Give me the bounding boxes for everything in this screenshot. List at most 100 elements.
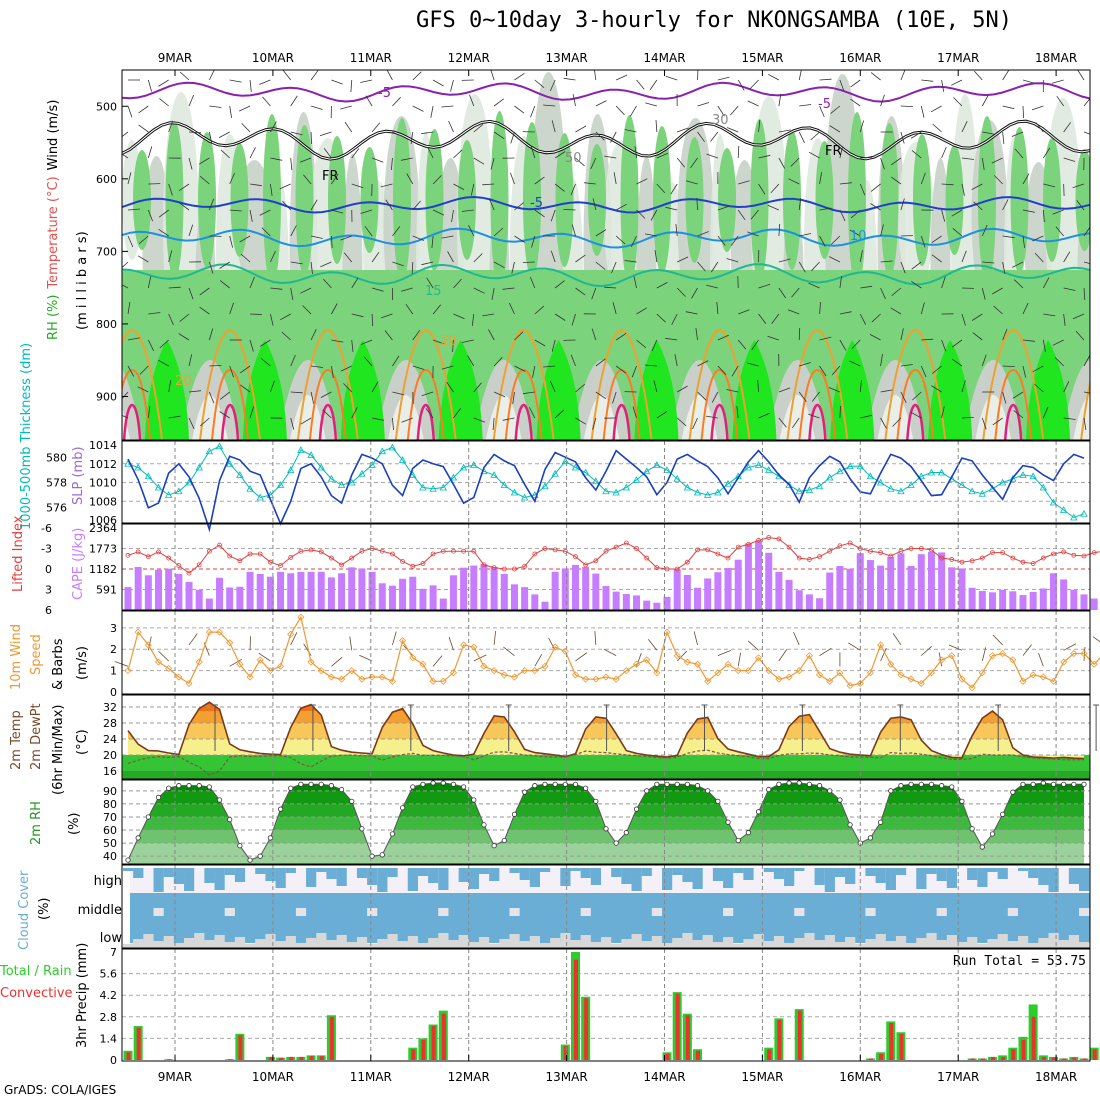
- wind-barb: [322, 409, 332, 419]
- wind-barb: [1042, 277, 1050, 289]
- wind-barb: [290, 95, 298, 107]
- wind-barb: [1063, 643, 1077, 651]
- upper-ylabel-part: Temperature (°C): [46, 176, 61, 289]
- wind-barb: [343, 383, 353, 393]
- wind-barb: [636, 79, 645, 90]
- wind-barb: [656, 411, 668, 419]
- wind-barb: [509, 302, 515, 315]
- cloud-middle-gap: [295, 908, 307, 916]
- wind-barb: [319, 131, 332, 137]
- li-point: [166, 555, 172, 561]
- wind-barb: [665, 206, 678, 211]
- cloud-low-cell: [814, 940, 825, 948]
- wind-barb: [892, 417, 902, 427]
- wind-barb: [920, 302, 925, 315]
- cloud-high-cell: [641, 868, 652, 876]
- wind-barb: [249, 147, 256, 159]
- rh-point: [715, 798, 721, 804]
- wind-barb: [372, 417, 384, 421]
- cape-bar: [765, 552, 773, 610]
- wind-barb: [430, 105, 434, 118]
- wind-barb: [941, 406, 945, 419]
- li-point: [410, 563, 416, 569]
- wind-barb: [595, 131, 605, 141]
- li-point: [217, 542, 222, 548]
- precip-conv-bar: [1092, 1049, 1097, 1060]
- rh-point: [186, 783, 192, 789]
- isotherm-30: [612, 403, 631, 440]
- rh-shading-column: [718, 148, 736, 252]
- wind-speed-point: [195, 658, 203, 666]
- cape-tick-label: 1182: [89, 563, 117, 576]
- cloud-low-cell: [295, 943, 307, 948]
- wind-barb: [380, 313, 393, 319]
- rh-point: [227, 816, 233, 823]
- wind-barb: [511, 261, 515, 274]
- wind-ylabel-1: 10m Wind: [9, 624, 24, 690]
- cloud-high-cell: [977, 868, 988, 887]
- wind-speed-point: [988, 652, 997, 660]
- wind-barb: [644, 233, 657, 237]
- cape-bar: [683, 574, 691, 610]
- wind-speed-point: [215, 628, 224, 636]
- wind-barb: [575, 417, 587, 425]
- precip-conv-bar: [329, 1016, 334, 1060]
- wind-barb: [731, 365, 739, 377]
- wind-barb: [829, 256, 841, 263]
- wind-barb: [259, 79, 271, 85]
- li-point: [969, 558, 975, 564]
- cape-bar: [378, 583, 386, 610]
- cape-bar: [795, 590, 803, 610]
- wind-barb: [948, 644, 963, 651]
- wind-barb: [656, 152, 669, 159]
- wind-barb: [1042, 339, 1046, 352]
- wind-barb: [676, 417, 687, 427]
- upper-ylabel-part: Wind (m/s): [46, 100, 61, 171]
- isotherm-label: 20: [175, 374, 192, 389]
- isotherm-label: 50: [565, 151, 582, 166]
- upper-ylabel-part: RH (%): [46, 295, 61, 340]
- wind-barb: [168, 313, 174, 326]
- wind-speed-point: [836, 669, 844, 677]
- cape-bar: [449, 575, 457, 610]
- wind-barb: [992, 417, 1003, 426]
- wind-barb: [920, 172, 926, 185]
- isotherm-hot: [994, 368, 1033, 440]
- cloud-high-cell: [387, 868, 398, 877]
- li-point: [929, 547, 934, 553]
- thickness-point: [632, 476, 641, 483]
- cloud-level-label: middle: [78, 903, 122, 918]
- li-point: [501, 566, 507, 572]
- rh-point: [898, 783, 904, 789]
- cloud-low-cell: [133, 939, 144, 948]
- li-point: [512, 566, 517, 572]
- wind-barb: [921, 79, 934, 82]
- wind-barb: [137, 255, 149, 263]
- wind-barb: [891, 287, 902, 297]
- wind-speed-point: [968, 684, 976, 692]
- cloud-high-cell: [631, 868, 642, 891]
- wind-barb: [982, 261, 995, 264]
- cape-bar: [571, 564, 579, 610]
- wind-barb: [122, 131, 129, 138]
- thickness-point: [876, 478, 885, 486]
- wind-barb: [938, 652, 943, 667]
- wind-barb: [550, 209, 556, 222]
- cloud-low-cell: [438, 933, 449, 948]
- cloud-low-cell: [672, 938, 683, 948]
- wind-barb: [706, 153, 719, 159]
- wind-barb: [1063, 381, 1070, 393]
- wind-barb: [554, 151, 566, 159]
- rh-point: [552, 781, 558, 787]
- wind-barb: [839, 146, 843, 159]
- wind-barb: [239, 235, 251, 243]
- cloud-level-label: high: [94, 874, 122, 889]
- precip-conv-bar: [299, 1056, 304, 1060]
- wind-barb: [920, 235, 926, 248]
- wind-barb: [147, 79, 152, 92]
- date-label-bottom: 13MAR: [546, 1070, 588, 1084]
- wind-barb: [778, 129, 791, 133]
- rh-tick-label: 80: [103, 798, 117, 811]
- wind-barb: [671, 313, 678, 325]
- wind-barb: [270, 157, 283, 161]
